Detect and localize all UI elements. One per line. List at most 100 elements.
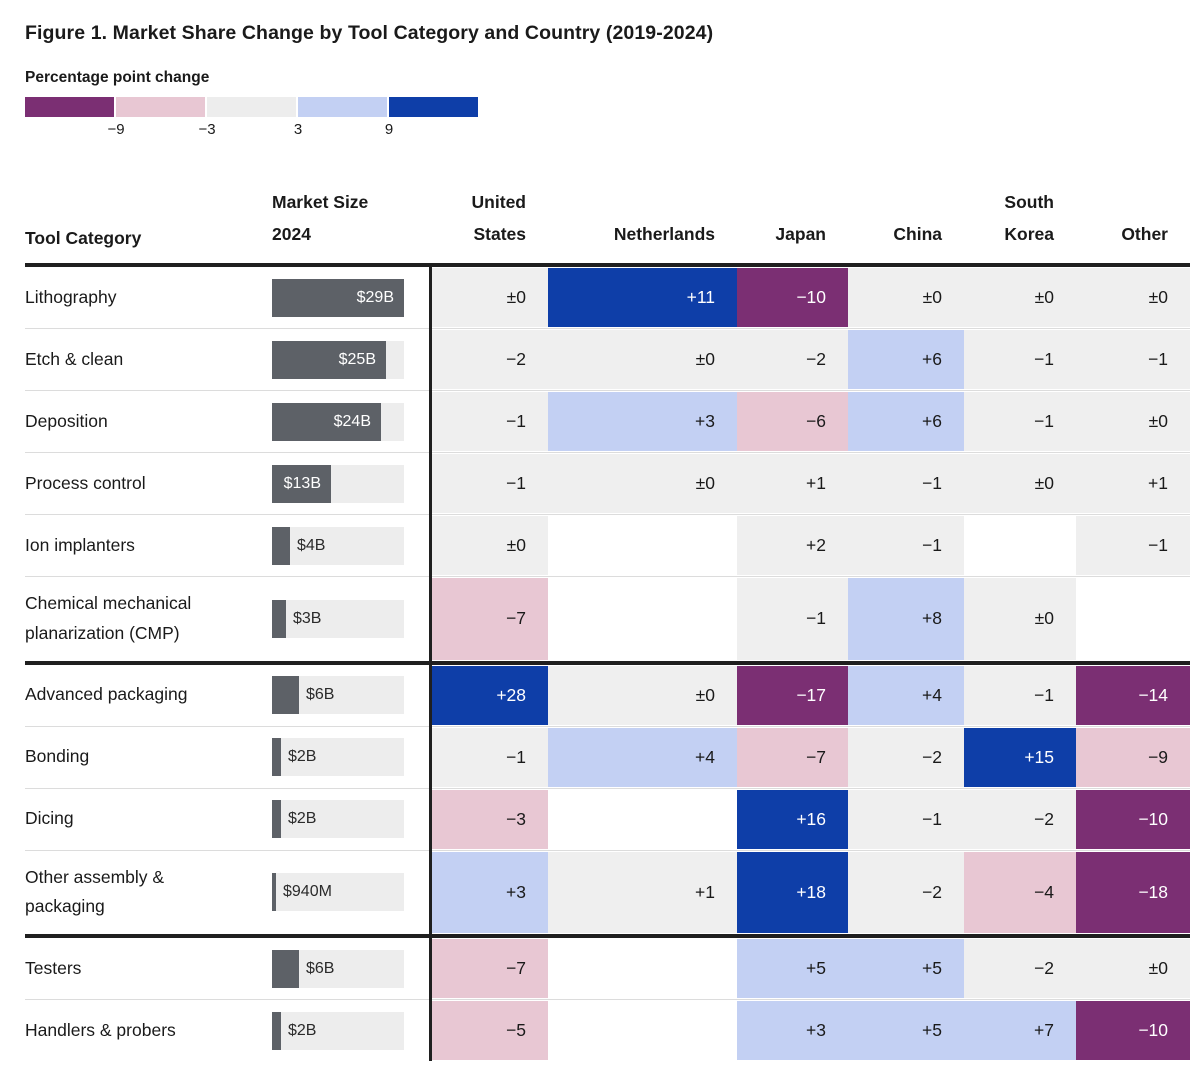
legend-tick: 9	[384, 121, 394, 138]
table-section: Lithography $29B ±0 +11 −10 ±0 ±0 ±0 Etch & clea…	[25, 263, 1190, 661]
market-size-cell: $4B	[272, 515, 429, 576]
market-size-bar-track: $4B	[272, 526, 404, 565]
market-size-bar	[272, 1011, 281, 1050]
market-size-bar-track: $25B	[272, 340, 404, 379]
market-size-value: $4B	[297, 536, 326, 554]
heatmap-cell-netherlands: +3	[548, 392, 737, 451]
header-united-states: United States	[471, 192, 526, 244]
market-size-cell: $3B	[272, 577, 429, 661]
market-size-bar-track: $6B	[272, 949, 404, 988]
tool-category-label: Testers	[25, 957, 82, 978]
legend-tick: 3	[293, 121, 303, 138]
heatmap-cell-south-korea: +15	[964, 727, 1076, 787]
tool-category-label: Chemical mechanical planarization (CMP)	[25, 593, 192, 643]
heatmap-cell-china: +4	[848, 665, 964, 725]
heatmap-cell-netherlands	[548, 578, 737, 660]
market-size-bar-track: $13B	[272, 464, 404, 503]
heatmap-cell-china: −1	[848, 516, 964, 575]
heatmap-cell-netherlands: ±0	[548, 665, 737, 725]
heatmap-cell-other: −1	[1076, 330, 1190, 389]
table-row: Deposition $24B −1 +3 −6 +6 −1 ±0	[25, 390, 1190, 452]
market-size-bar	[272, 800, 281, 838]
heatmap-cell-japan: +1	[737, 454, 848, 513]
heatmap-cell-south-korea: −4	[964, 851, 1076, 933]
heatmap-cell-japan: +16	[737, 789, 848, 849]
heatmap-cell-united-states: −1	[432, 392, 548, 451]
market-size-bar	[272, 464, 331, 503]
table-row: Handlers & probers $2B −5 +3 +5 +7 −10	[25, 999, 1190, 1061]
market-size-bar	[272, 526, 290, 565]
heatmap-cell-united-states: −5	[432, 1001, 548, 1060]
heatmap-cell-china: +8	[848, 578, 964, 660]
heatmap-cell-other: +1	[1076, 454, 1190, 513]
market-size-bar-track: $2B	[272, 1011, 404, 1050]
heatmap-cell-china: −2	[848, 851, 964, 933]
tool-category-label: Bonding	[25, 746, 90, 767]
table-row: Chemical mechanical planarization (CMP) $…	[25, 576, 1190, 661]
market-size-value: $6B	[306, 959, 335, 977]
market-size-value: $24B	[333, 412, 371, 430]
market-size-cell: $6B	[272, 938, 429, 999]
legend-tick: −3	[198, 121, 216, 138]
market-size-value: $2B	[288, 810, 317, 827]
table-row: Lithography $29B ±0 +11 −10 ±0 ±0 ±0	[25, 267, 1190, 328]
table-vertical-divider	[429, 263, 432, 1061]
heatmap-cell-other: ±0	[1076, 392, 1190, 451]
heatmap-cell-netherlands: ±0	[548, 330, 737, 389]
market-size-cell: $940M	[272, 851, 429, 935]
heatmap-cell-netherlands: +11	[548, 268, 737, 327]
header-netherlands: Netherlands	[613, 223, 715, 244]
header-japan: Japan	[775, 223, 826, 244]
heatmap-body: Lithography $29B ±0 +11 −10 ±0 ±0 ±0 Etch & clea…	[25, 263, 1190, 1061]
heatmap-cell-south-korea: −2	[964, 789, 1076, 849]
table-row: Process control $13B −1 ±0 +1 −1 ±0 +1	[25, 452, 1190, 514]
tool-category-label: Deposition	[25, 410, 108, 431]
heatmap-cell-japan: −7	[737, 727, 848, 787]
legend-tick: −9	[107, 121, 125, 138]
heatmap-cell-south-korea: ±0	[964, 268, 1076, 327]
heatmap-cell-south-korea: −2	[964, 939, 1076, 998]
table-row: Bonding $2B −1 +4 −7 −2 +15 −9	[25, 725, 1190, 788]
heatmap-cell-other: −14	[1076, 665, 1190, 725]
heatmap-cell-china: +5	[848, 1001, 964, 1060]
heatmap-cell-south-korea: +7	[964, 1001, 1076, 1060]
heatmap-cell-united-states: −3	[432, 789, 548, 849]
heatmap-cell-south-korea: −1	[964, 392, 1076, 451]
market-size-bar	[272, 402, 381, 441]
table-section: Advanced packaging $6B +28 ±0 −17 +4 −1 −14 Bond…	[25, 660, 1190, 935]
heatmap-cell-japan: −6	[737, 392, 848, 451]
heatmap-cell-japan: +2	[737, 516, 848, 575]
heatmap-cell-united-states: −1	[432, 727, 548, 787]
legend-swatch-strong-decrease	[25, 97, 114, 117]
heatmap-cell-netherlands	[548, 939, 737, 998]
tool-category-label: Other assembly & packaging	[25, 866, 165, 917]
heatmap-cell-other: −18	[1076, 851, 1190, 933]
heatmap-cell-united-states: −7	[432, 939, 548, 998]
market-size-cell: $29B	[272, 267, 429, 328]
market-size-value: $25B	[338, 350, 376, 368]
market-size-bar	[272, 738, 281, 776]
market-size-cell: $25B	[272, 329, 429, 390]
market-size-value: $6B	[306, 686, 335, 703]
tool-category-label: Lithography	[25, 286, 117, 307]
table-row: Other assembly & packaging $940M +3 +1 +18 −2…	[25, 849, 1190, 935]
table-row: Ion implanters $4B ±0 +2 −1 −1	[25, 514, 1190, 576]
heatmap-cell-netherlands: +1	[548, 851, 737, 933]
heatmap-cell-south-korea: ±0	[964, 578, 1076, 660]
market-size-value: $3B	[293, 609, 322, 627]
market-size-cell: $24B	[272, 391, 429, 452]
heatmap-cell-other: −10	[1076, 789, 1190, 849]
heatmap-cell-japan: +18	[737, 851, 848, 933]
table-header-row: Tool Category Market Size 2024 United St…	[25, 187, 1190, 263]
market-size-bar-track: $29B	[272, 278, 404, 317]
heatmap-cell-japan: −1	[737, 578, 848, 660]
legend-label: Percentage point change	[25, 69, 210, 86]
tool-category-label: Handlers & probers	[25, 1019, 176, 1040]
market-size-bar-track: $940M	[272, 873, 404, 912]
market-size-value: $940M	[283, 883, 332, 901]
heatmap-cell-netherlands	[548, 790, 737, 849]
legend-color-scale	[25, 97, 478, 117]
heatmap-cell-netherlands	[548, 516, 737, 575]
header-market-size: Market Size 2024	[272, 192, 369, 244]
